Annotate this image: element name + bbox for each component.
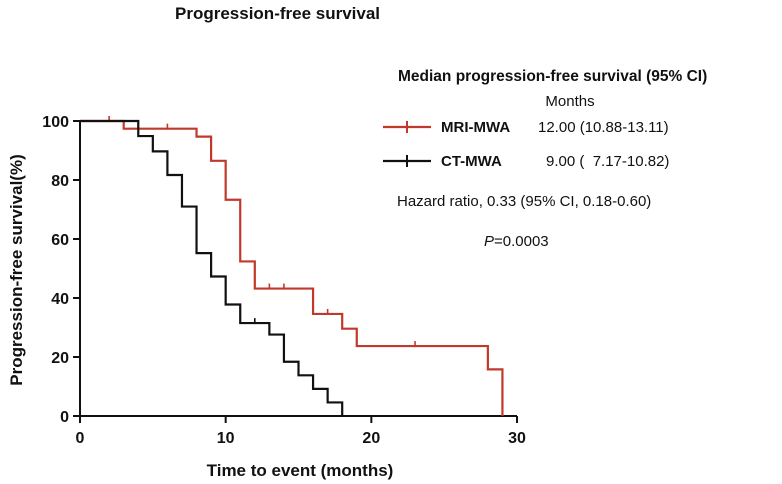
survival-curves <box>80 116 504 416</box>
legend-label-ct: CT-MWA <box>441 153 502 170</box>
x-tick-label: 20 <box>362 430 380 447</box>
x-axis-label: Time to event (months) <box>207 461 394 480</box>
legend-median-mri: 12.00 (10.88-13.11) <box>538 119 669 136</box>
x-ticks: 0 10 20 30 <box>76 416 526 447</box>
p-value: =0.0003 <box>494 233 549 250</box>
legend-entry-mri: MRI-MWA 12.00 (10.88-13.11) <box>383 119 669 136</box>
y-axis-label: Progression-free survival(%) <box>7 154 26 385</box>
y-tick-label: 80 <box>51 173 69 190</box>
p-value-annotation: P=0.0003 <box>484 233 549 250</box>
legend-label-mri: MRI-MWA <box>441 119 510 136</box>
y-tick-label: 60 <box>51 232 69 249</box>
x-tick-label: 30 <box>508 430 526 447</box>
y-tick-label: 20 <box>51 350 69 367</box>
curve-mri-mwa <box>80 119 504 416</box>
legend: Median progression-free survival (95% CI… <box>383 68 707 250</box>
legend-median-ct: 9.00 ( 7.17-10.82) <box>546 153 669 170</box>
p-label: P <box>484 233 494 250</box>
y-ticks: 0 20 40 60 80 100 <box>42 114 80 426</box>
y-tick-label: 0 <box>60 409 69 426</box>
y-tick-label: 100 <box>42 114 69 131</box>
y-tick-label: 40 <box>51 291 69 308</box>
hazard-ratio-annotation: Hazard ratio, 0.33 (95% CI, 0.18-0.60) <box>397 193 651 210</box>
x-tick-label: 10 <box>217 430 235 447</box>
curve-ct-mwa <box>80 119 344 416</box>
x-tick-label: 0 <box>76 430 85 447</box>
legend-unit: Months <box>545 93 594 110</box>
legend-entry-ct: CT-MWA 9.00 ( 7.17-10.82) <box>383 153 669 170</box>
axes <box>79 121 517 417</box>
chart-title: Progression-free survival <box>175 4 380 23</box>
legend-heading: Median progression-free survival (95% CI… <box>398 68 707 85</box>
